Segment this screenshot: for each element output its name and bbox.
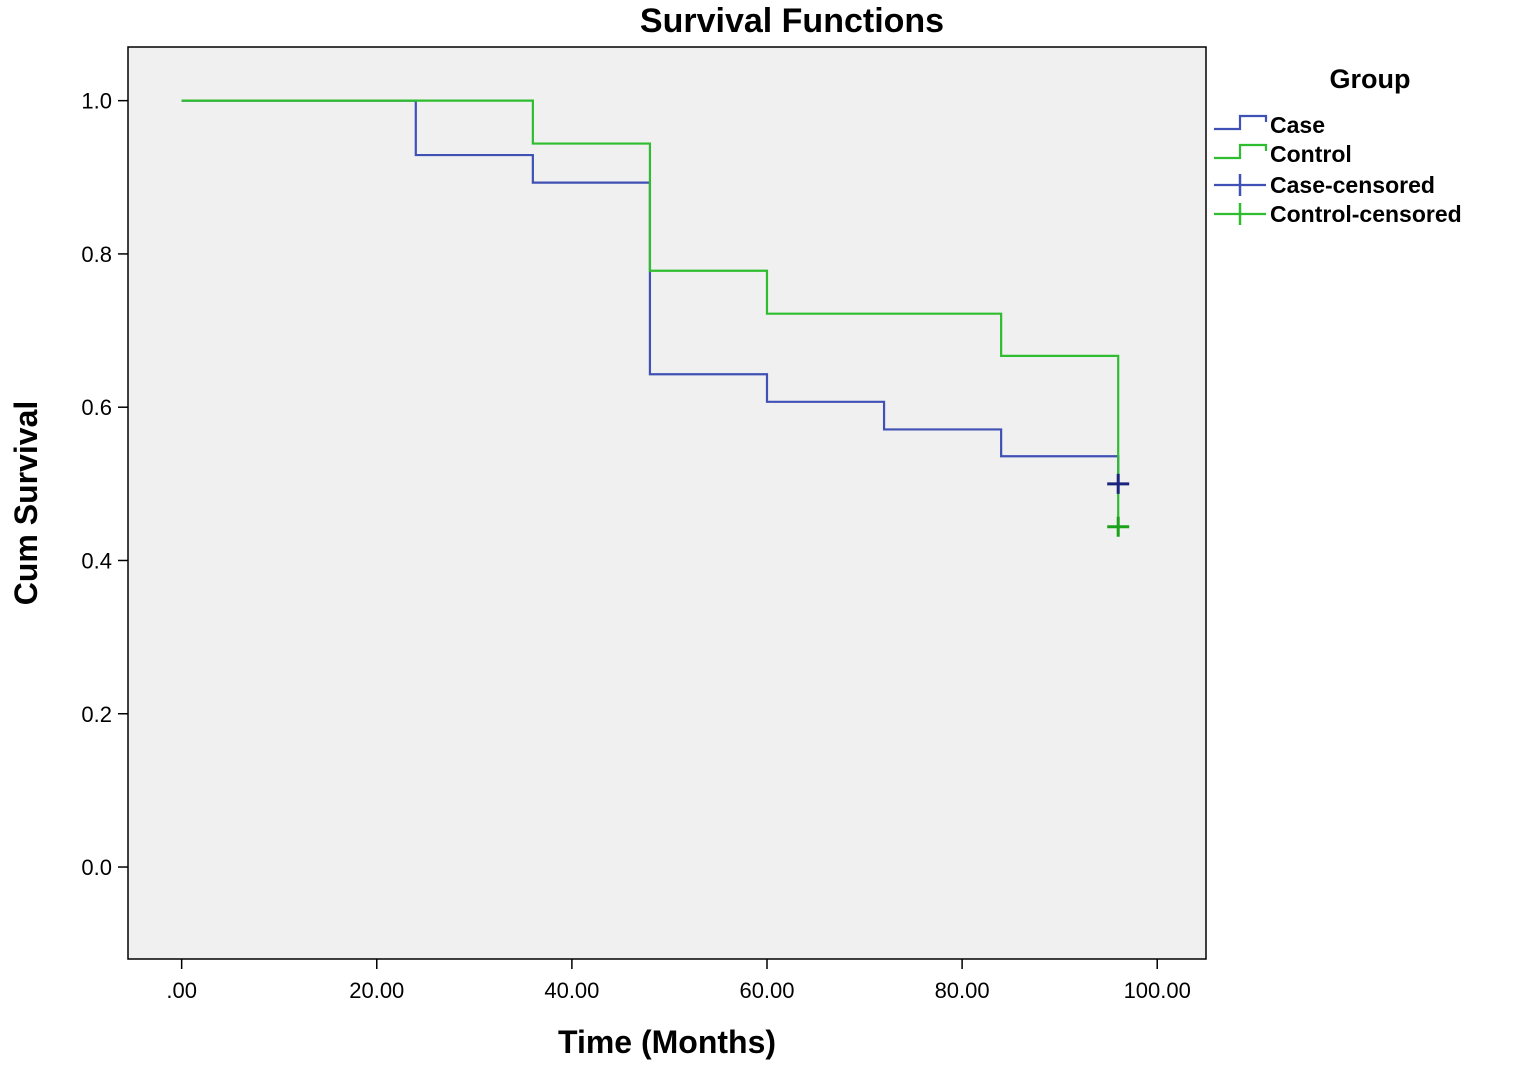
legend-entry-case: Case xyxy=(1214,112,1325,138)
legend-label: Control-censored xyxy=(1270,201,1462,227)
series-line-case xyxy=(181,99,1120,484)
x-tick-label: 80.00 xyxy=(935,978,990,1003)
legend-entry-control-censored: Control-censored xyxy=(1214,201,1462,227)
legend-swatch xyxy=(1214,143,1268,160)
legend: Group Case Control Case-censored Control-ce… xyxy=(1214,64,1462,227)
y-axis: 0.0 0.2 0.4 0.6 0.8 1.0 xyxy=(81,89,128,880)
legend-entry-case-censored: Case-censored xyxy=(1214,172,1435,198)
y-tick-label: 0.0 xyxy=(81,855,112,880)
censor-mark-case xyxy=(1107,473,1130,494)
series-layer xyxy=(181,99,1130,537)
x-tick-label: 60.00 xyxy=(739,978,794,1003)
y-axis-title: Cum Survival xyxy=(8,401,44,606)
y-tick-label: 1.0 xyxy=(81,89,112,114)
x-axis-title: Time (Months) xyxy=(558,1024,776,1060)
y-tick-label: 0.6 xyxy=(81,395,112,420)
legend-label: Control xyxy=(1270,141,1352,167)
legend-swatch xyxy=(1214,114,1268,131)
x-tick-label: .00 xyxy=(166,978,197,1003)
legend-label: Case xyxy=(1270,112,1325,138)
chart-title: Survival Functions xyxy=(640,2,944,40)
legend-label: Case-censored xyxy=(1270,172,1435,198)
y-tick-label: 0.4 xyxy=(81,548,112,573)
legend-title: Group xyxy=(1330,64,1411,94)
x-tick-label: 40.00 xyxy=(544,978,599,1003)
y-tick-label: 0.8 xyxy=(81,242,112,267)
x-tick-label: 100.00 xyxy=(1124,978,1191,1003)
x-tick-label: 20.00 xyxy=(349,978,404,1003)
x-axis: .00 20.00 40.00 60.00 80.00 100.00 xyxy=(166,959,1191,1003)
series-line-control xyxy=(181,99,1120,527)
censor-mark-control xyxy=(1107,516,1130,537)
plot-area xyxy=(127,46,1207,960)
y-tick-label: 0.2 xyxy=(81,702,112,727)
legend-entry-control: Control xyxy=(1214,141,1352,167)
